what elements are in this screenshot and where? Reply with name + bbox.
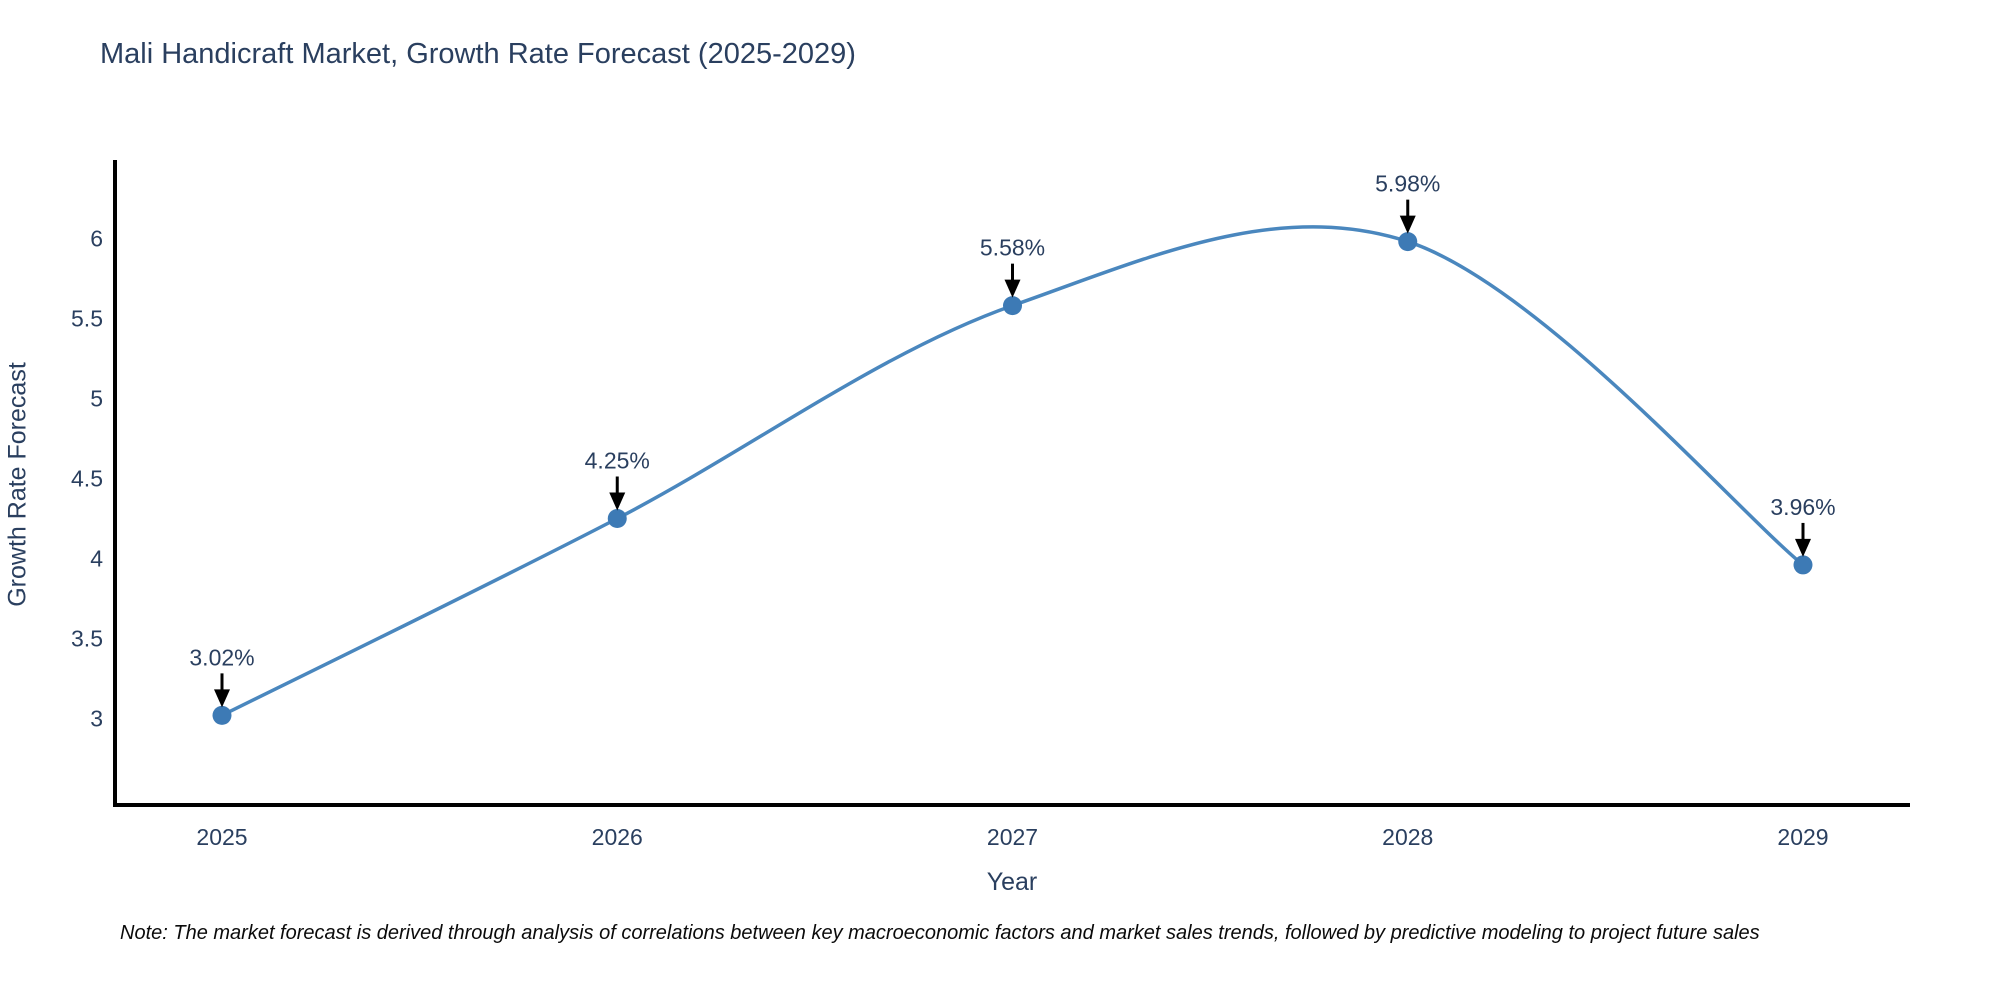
y-tick-label: 3.5 [71, 626, 103, 652]
point-value-label: 5.58% [980, 235, 1045, 261]
chart-title: Mali Handicraft Market, Growth Rate Fore… [100, 38, 856, 70]
x-tick-label: 2028 [1382, 824, 1433, 850]
data-point[interactable] [1003, 296, 1022, 316]
data-point[interactable] [1398, 232, 1418, 252]
y-tick-label: 4 [90, 546, 103, 572]
annotation-arrow-head [1399, 215, 1416, 234]
point-value-label: 4.25% [585, 448, 650, 474]
x-tick-label: 2029 [1777, 824, 1828, 850]
y-tick-label: 4.5 [71, 465, 103, 491]
x-tick-label: 2025 [196, 824, 247, 850]
axis-lines [113, 160, 1910, 807]
y-axis-title: Growth Rate Forecast [3, 362, 32, 607]
y-tick-label: 5.5 [71, 305, 103, 331]
data-point[interactable] [1793, 555, 1813, 575]
y-tick-label: 5 [90, 385, 103, 411]
annotation-arrow-head [214, 689, 230, 708]
x-axis-title: Year [986, 868, 1038, 896]
y-tick-label: 6 [90, 225, 103, 251]
annotation-arrow-head [1795, 538, 1811, 557]
point-value-label: 3.96% [1770, 494, 1835, 520]
data-point[interactable] [607, 509, 627, 529]
y-tick-label: 3 [90, 706, 103, 732]
point-value-label: 5.98% [1375, 171, 1440, 197]
annotation-arrow-head [609, 492, 626, 511]
x-tick-label: 2027 [987, 824, 1038, 850]
annotation-arrow-head [1004, 279, 1021, 298]
data-point[interactable] [212, 705, 232, 725]
x-tick-label: 2026 [592, 824, 643, 850]
point-value-label: 3.02% [189, 644, 254, 670]
footnote: Note: The market forecast is derived thr… [120, 922, 1760, 944]
